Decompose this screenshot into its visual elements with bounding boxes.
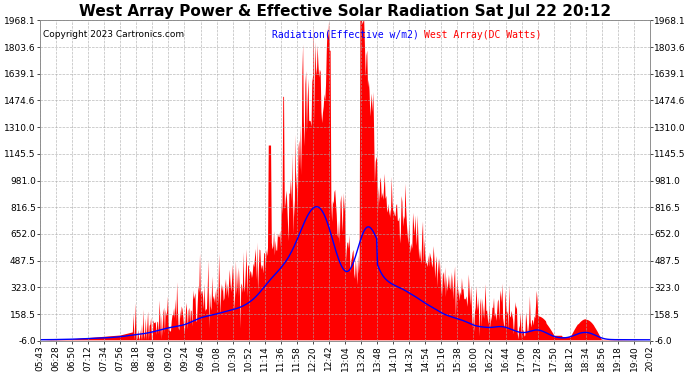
Text: Radiation(Effective w/m2): Radiation(Effective w/m2) <box>272 30 419 40</box>
Text: West Array(DC Watts): West Array(DC Watts) <box>424 30 542 40</box>
Text: Copyright 2023 Cartronics.com: Copyright 2023 Cartronics.com <box>43 30 184 39</box>
Title: West Array Power & Effective Solar Radiation Sat Jul 22 20:12: West Array Power & Effective Solar Radia… <box>79 4 611 19</box>
